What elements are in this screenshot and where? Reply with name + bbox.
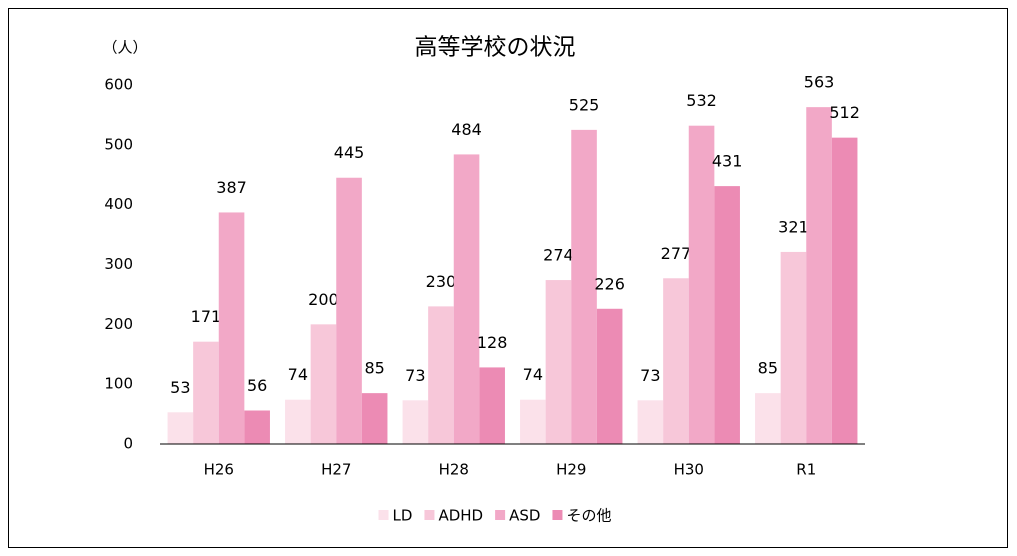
data-label: 321	[778, 217, 809, 236]
data-label: 73	[640, 366, 660, 385]
bar	[637, 400, 664, 444]
legend-label: ADHD	[438, 507, 483, 525]
data-label: 74	[523, 365, 543, 384]
x-tick-label: H28	[439, 461, 469, 479]
bar	[831, 137, 858, 445]
data-label: 563	[804, 73, 835, 92]
data-label: 512	[829, 103, 860, 122]
bar	[244, 410, 270, 444]
data-label: 445	[334, 143, 365, 162]
bar	[428, 306, 454, 444]
data-label: 74	[288, 365, 308, 384]
x-tick-label: R1	[796, 461, 816, 479]
bar	[285, 399, 311, 444]
bar	[806, 107, 832, 444]
data-label: 484	[451, 120, 482, 139]
bar	[714, 186, 740, 444]
bar	[755, 393, 781, 444]
data-label: 387	[216, 178, 247, 197]
y-tick-label: 300	[104, 255, 133, 273]
y-axis-label: （人）	[102, 39, 147, 57]
legend-label: その他	[566, 507, 611, 525]
bar	[571, 129, 597, 444]
bar	[167, 412, 194, 444]
x-tick-label: H26	[204, 461, 234, 479]
data-label: 171	[191, 307, 222, 326]
data-label: 73	[405, 366, 425, 385]
y-tick-label: 400	[104, 195, 133, 213]
data-label: 274	[543, 246, 574, 265]
data-label: 85	[364, 359, 384, 378]
data-label: 431	[712, 152, 743, 171]
data-label: 200	[308, 290, 339, 309]
y-tick-label: 600	[104, 76, 133, 94]
y-tick-label: 100	[104, 375, 133, 393]
legend-swatch	[424, 510, 435, 520]
y-tick-label: 0	[123, 435, 133, 453]
data-label: 525	[569, 95, 600, 114]
legend-label: LD	[393, 507, 413, 525]
bar	[453, 154, 480, 444]
legend-swatch	[552, 510, 563, 520]
data-label: 53	[170, 378, 190, 397]
bar	[663, 278, 689, 444]
data-label: 226	[594, 274, 625, 293]
data-label: 230	[426, 272, 457, 291]
y-tick-label: 200	[104, 315, 133, 333]
bar	[780, 251, 807, 444]
bar	[688, 125, 715, 444]
bar	[402, 400, 429, 444]
bar	[310, 324, 337, 444]
bar	[596, 308, 623, 444]
bar	[193, 341, 219, 444]
data-label: 128	[477, 333, 508, 352]
x-tick-label: H29	[556, 461, 586, 479]
data-label: 85	[758, 359, 778, 378]
bar	[545, 280, 572, 444]
x-tick-label: H30	[674, 461, 704, 479]
legend-swatch	[495, 510, 506, 520]
bar	[336, 177, 362, 444]
y-tick-label: 500	[104, 135, 133, 153]
data-label: 56	[247, 376, 267, 395]
chart-border	[8, 8, 1008, 548]
bar	[520, 399, 546, 444]
data-label: 277	[661, 244, 692, 263]
legend-swatch	[378, 510, 389, 520]
x-tick-label: H27	[321, 461, 351, 479]
chart-title: 高等学校の状況	[415, 35, 576, 61]
bar	[479, 367, 505, 444]
data-label: 532	[686, 91, 717, 110]
bar	[361, 393, 388, 444]
bar	[218, 212, 245, 444]
legend-label: ASD	[509, 507, 540, 525]
